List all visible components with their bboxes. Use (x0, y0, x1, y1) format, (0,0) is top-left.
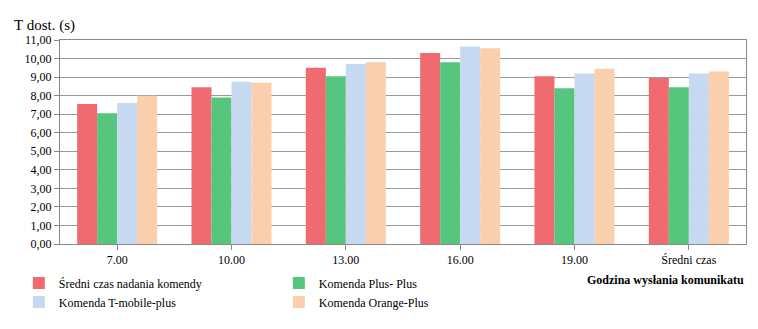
svg-text:Godzina wysłania komunikatu: Godzina wysłania komunikatu (587, 273, 744, 287)
svg-text:5,00: 5,00 (31, 144, 52, 158)
svg-text:Komenda T-mobile-plus: Komenda T-mobile-plus (59, 296, 176, 310)
svg-text:10.00: 10.00 (218, 253, 245, 267)
svg-text:9,00: 9,00 (31, 70, 52, 84)
svg-text:Średni czas: Średni czas (661, 253, 716, 267)
svg-text:11,00: 11,00 (25, 33, 52, 47)
svg-text:6,00: 6,00 (31, 126, 52, 140)
svg-text:Komenda Orange-Plus: Komenda Orange-Plus (319, 296, 429, 310)
svg-text:Średni czas nadania komendy: Średni czas nadania komendy (59, 277, 202, 291)
svg-text:16.00: 16.00 (447, 253, 474, 267)
svg-text:7.00: 7.00 (107, 253, 128, 267)
svg-text:Komenda Plus- Plus: Komenda Plus- Plus (319, 277, 417, 291)
svg-text:10,00: 10,00 (25, 52, 52, 66)
svg-text:19.00: 19.00 (561, 253, 588, 267)
svg-text:4,00: 4,00 (31, 163, 52, 177)
svg-text:1,00: 1,00 (31, 219, 52, 233)
svg-text:3,00: 3,00 (31, 182, 52, 196)
svg-text:2,00: 2,00 (31, 200, 52, 214)
svg-text:0,00: 0,00 (31, 237, 52, 251)
svg-text:8,00: 8,00 (31, 89, 52, 103)
svg-text:13.00: 13.00 (332, 253, 359, 267)
svg-text:7,00: 7,00 (31, 107, 52, 121)
svg-text:T dost. (s): T dost. (s) (14, 17, 75, 34)
